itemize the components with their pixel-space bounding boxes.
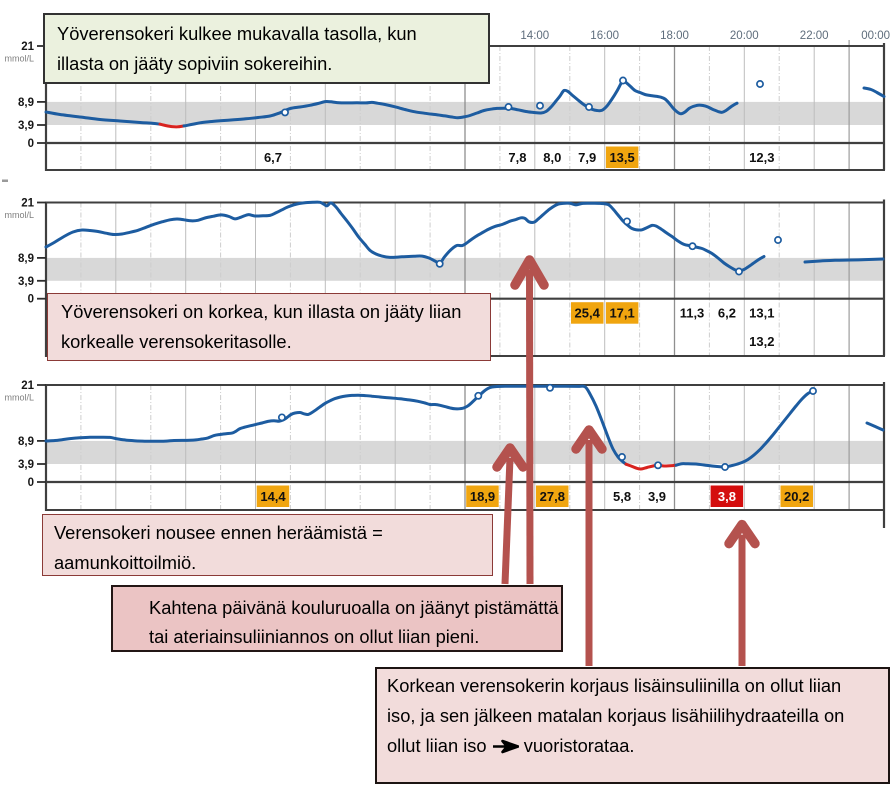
svg-text:5,8: 5,8 [613, 489, 631, 504]
svg-text:8,0: 8,0 [543, 150, 561, 165]
svg-text:3,9: 3,9 [18, 276, 34, 288]
svg-text:20:00: 20:00 [730, 30, 759, 42]
svg-text:21: 21 [21, 380, 34, 392]
svg-text:3,9: 3,9 [18, 459, 34, 471]
svg-text:3,9: 3,9 [18, 120, 34, 132]
svg-text:8,9: 8,9 [18, 97, 34, 109]
svg-text:11,3: 11,3 [680, 306, 705, 321]
svg-text:27,8: 27,8 [540, 489, 565, 504]
svg-text:21: 21 [21, 198, 34, 210]
svg-text:00:00: 00:00 [861, 30, 890, 42]
svg-text:12,3: 12,3 [749, 150, 774, 165]
svg-text:22:00: 22:00 [800, 30, 829, 42]
svg-text:14:00: 14:00 [520, 30, 549, 42]
svg-text:17,1: 17,1 [609, 306, 634, 321]
svg-text:7,8: 7,8 [508, 150, 526, 165]
svg-text:20,2: 20,2 [784, 489, 809, 504]
svg-text:14,4: 14,4 [260, 489, 286, 504]
svg-text:13,2: 13,2 [749, 334, 774, 349]
svg-text:0: 0 [28, 138, 34, 150]
svg-text:25,4: 25,4 [575, 306, 601, 321]
svg-text:13,5: 13,5 [609, 150, 634, 165]
svg-text:mmol/L: mmol/L [4, 393, 34, 403]
svg-text:6,2: 6,2 [718, 306, 736, 321]
svg-text:8,9: 8,9 [18, 436, 34, 448]
svg-text:21: 21 [21, 41, 34, 53]
svg-text:0: 0 [28, 477, 34, 489]
svg-text:mmol/L: mmol/L [4, 210, 34, 220]
svg-text:0: 0 [28, 294, 34, 306]
svg-text:13,1: 13,1 [749, 306, 774, 321]
svg-text:7,9: 7,9 [578, 150, 596, 165]
svg-text:16:00: 16:00 [590, 30, 619, 42]
svg-text:mmol/L: mmol/L [4, 54, 34, 64]
svg-text:3,9: 3,9 [648, 489, 666, 504]
svg-text:8,9: 8,9 [18, 253, 34, 265]
svg-text:18,9: 18,9 [470, 489, 495, 504]
svg-text:3,8: 3,8 [718, 489, 736, 504]
svg-text:6,7: 6,7 [264, 150, 282, 165]
svg-text:18:00: 18:00 [660, 30, 689, 42]
